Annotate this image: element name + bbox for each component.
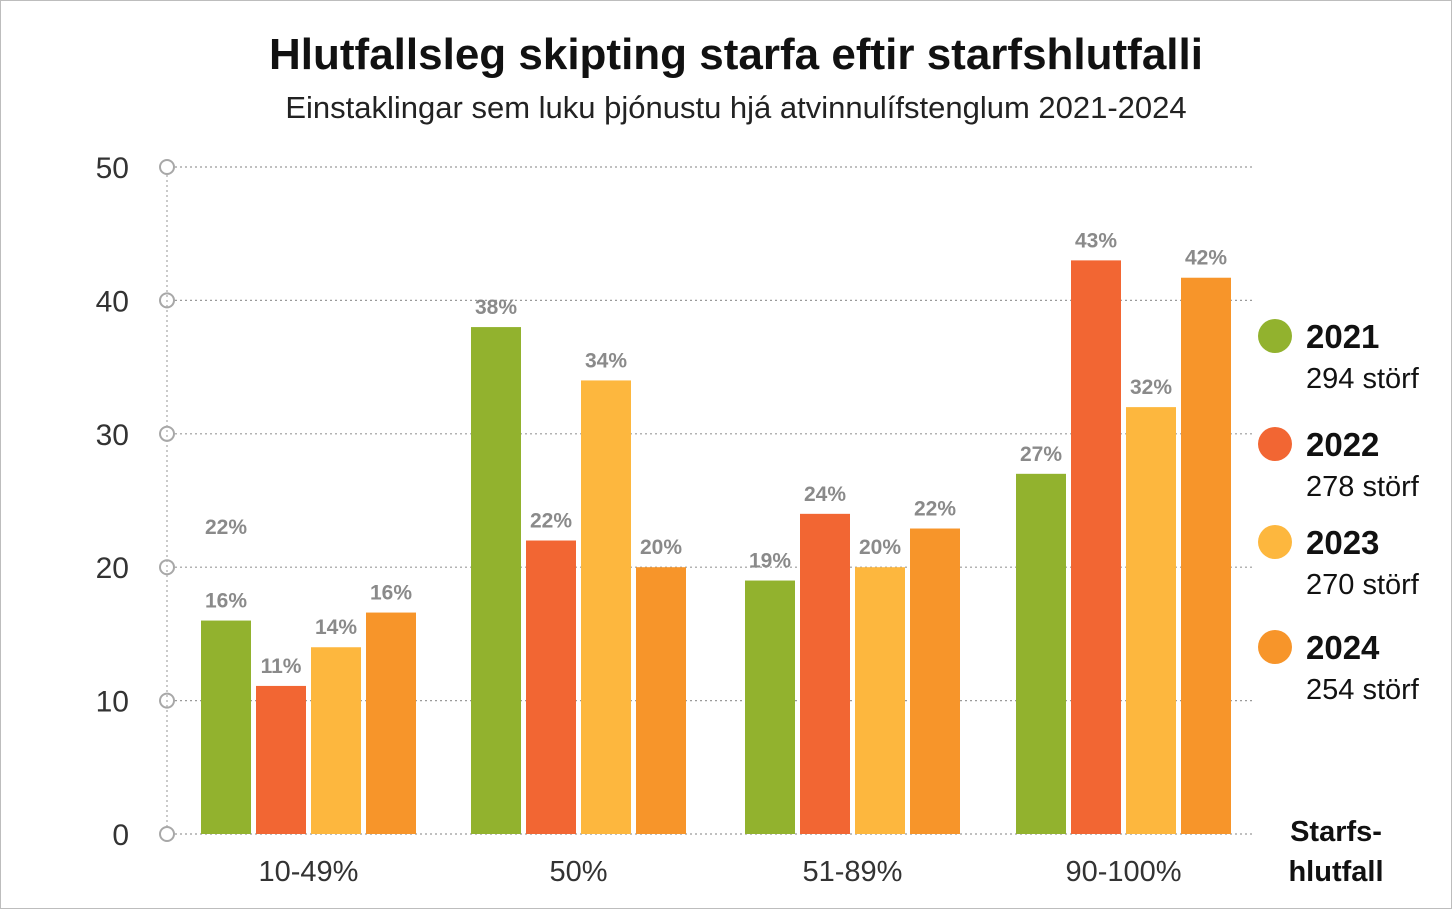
x-tick-label: 51-89% xyxy=(803,856,903,888)
legend-swatch-2021 xyxy=(1258,319,1292,353)
y-tick-label: 20 xyxy=(96,552,129,585)
data-label: 24% xyxy=(804,483,846,506)
bar-2024-10-49% xyxy=(366,612,416,834)
y-tick-marker xyxy=(159,559,175,576)
data-label: 43% xyxy=(1075,229,1117,252)
x-axis-title-line2: hlutfall xyxy=(1288,856,1383,888)
bar-2024-51-89% xyxy=(910,528,960,834)
data-label: 42% xyxy=(1185,247,1227,270)
y-tick-marker xyxy=(159,826,175,842)
bar-2021-51-89% xyxy=(745,580,795,834)
bar-2023-10-49% xyxy=(311,647,361,834)
bar-2022-51-89% xyxy=(800,513,850,834)
bar-2023-50% xyxy=(581,380,631,834)
y-tick-label: 0 xyxy=(112,819,129,852)
data-label: 16% xyxy=(370,582,412,605)
data-label: 19% xyxy=(749,550,791,573)
bar-2022-50% xyxy=(526,540,576,834)
x-tick-label: 10-49% xyxy=(259,856,359,888)
chart-subtitle: Einstaklingar sem luku þjónustu hjá atvi… xyxy=(285,90,1186,125)
y-tick-label: 40 xyxy=(96,285,129,318)
data-label: 38% xyxy=(475,296,517,319)
legend-swatch-2022 xyxy=(1258,427,1292,461)
bar-2022-90-100% xyxy=(1071,260,1121,834)
y-tick-marker xyxy=(159,159,175,175)
x-tick-label: 50% xyxy=(549,856,607,888)
legend-count-2024: 254 störf xyxy=(1306,674,1420,706)
legend: 2021 294 störf 2022 278 störf 2023 270 störf 2… xyxy=(1258,318,1420,706)
y-tick-label: 50 xyxy=(96,152,129,185)
data-label: 27% xyxy=(1020,443,1062,466)
bar-2022-10-49% xyxy=(256,685,306,834)
legend-swatch-2024 xyxy=(1258,630,1292,664)
bar-2021-50% xyxy=(471,327,521,834)
data-label: 16% xyxy=(205,590,247,613)
legend-count-2021: 294 störf xyxy=(1306,363,1420,395)
data-label: 32% xyxy=(1130,376,1172,399)
x-tick-label: 90-100% xyxy=(1065,856,1181,888)
x-axis: 10-49% 50% 51-89% 90-100% xyxy=(259,856,1182,888)
bar-2021-90-100% xyxy=(1016,473,1066,834)
legend-year-2021: 2021 xyxy=(1306,318,1379,355)
y-tick-label: 10 xyxy=(96,686,129,719)
y-axis: 0 10 20 30 40 50 xyxy=(96,152,175,852)
data-label: 22% xyxy=(914,498,956,521)
legend-count-2023: 270 störf xyxy=(1306,569,1420,601)
data-label: 14% xyxy=(315,616,357,639)
bar-2024-50% xyxy=(636,567,686,834)
data-label: 22% xyxy=(530,510,572,533)
data-label: 11% xyxy=(261,655,302,678)
data-label: 34% xyxy=(585,349,627,372)
legend-year-2024: 2024 xyxy=(1306,629,1380,666)
bar-2023-51-89% xyxy=(855,567,905,834)
bars xyxy=(201,260,1231,834)
data-label: 20% xyxy=(640,536,682,559)
y-tick-label: 30 xyxy=(96,419,129,452)
legend-year-2022: 2022 xyxy=(1306,426,1379,463)
chart-title: Hlutfallsleg skipting starfa eftir starf… xyxy=(269,30,1203,79)
annotation-label: 22% xyxy=(205,516,247,539)
legend-count-2022: 278 störf xyxy=(1306,471,1420,503)
y-tick-marker xyxy=(159,425,175,442)
bar-2021-10-49% xyxy=(201,620,251,834)
data-labels: 16% 11% 14% 16% 38% 22% 34% 20% 19% 24% 20% 22% 27% 4… xyxy=(205,229,1227,678)
x-axis-title-line1: Starfs- xyxy=(1290,816,1382,848)
data-label: 20% xyxy=(859,536,901,559)
legend-swatch-2023 xyxy=(1258,525,1292,559)
legend-year-2023: 2023 xyxy=(1306,524,1379,561)
bar-2024-90-100% xyxy=(1181,277,1231,834)
bar-2023-90-100% xyxy=(1126,407,1176,834)
